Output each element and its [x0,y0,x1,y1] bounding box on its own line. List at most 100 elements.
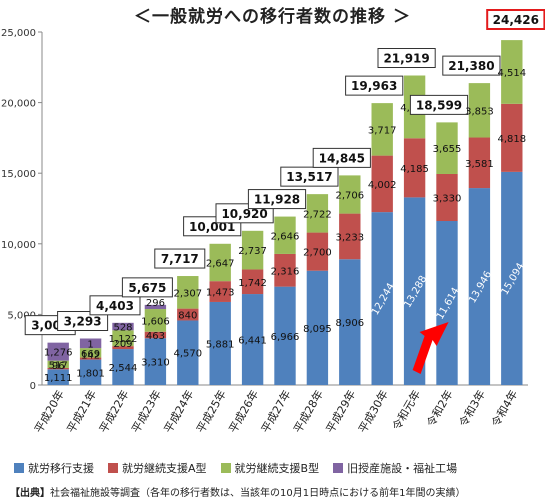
bar-segment-s2 [436,173,458,222]
total-label: 3,293 [64,315,102,329]
bar-segment-s1 [79,359,102,385]
data-label: 528 [113,323,132,334]
legend-swatch-red [108,463,118,473]
total-box [89,295,141,316]
total-box [486,9,545,30]
legend-item-type-a: 就労継続支援A型 [108,460,207,476]
bar-segment-s3 [209,243,231,282]
x-tick-label: 平成23年 [128,388,164,436]
bar-segment-s2 [144,331,167,339]
total-box [280,166,339,187]
bar-segment-s3 [112,330,134,347]
data-label: 669 [81,349,100,360]
bar-segment-s2 [501,103,523,172]
data-label: 2,706 [335,190,364,201]
total-box [312,147,371,168]
bar-segment-s2 [241,269,264,295]
legend-item-transition-support: 就労移行支援 [14,460,94,476]
bar-segment-s3 [47,360,69,368]
data-label: 296 [146,298,165,309]
bar-segment-s2 [47,367,69,370]
red-arrow-icon [412,322,449,374]
source-note: 【出典】社会福祉施設等調査（各年の移行者数は、当該年の10月1日時点における前年… [10,484,465,499]
bar-segment-s1 [306,270,329,385]
legend-swatch-green [220,463,231,473]
data-label: 463 [146,331,165,342]
y-tick-label: 5,000 [7,310,36,321]
data-label: 5,881 [206,339,235,350]
bar-segment-s2 [306,232,329,271]
y-tick-label: 10,000 [1,240,36,251]
legend-label: 就労継続支援B型 [234,462,320,475]
bar-segment-s3 [339,175,361,214]
bar-segment-s1 [371,212,393,385]
total-label: 10,920 [221,207,267,221]
bar-segment-s3 [501,40,523,104]
y-tick-label: 25,000 [1,28,36,39]
total-label: 19,963 [351,79,397,93]
bar-segment-s1 [209,301,231,385]
bar-segment-s3 [177,276,199,309]
bar-segment-s2 [112,346,134,350]
data-label: 3,853 [465,106,494,117]
bar-segment-s4 [47,342,69,361]
data-label: 4,514 [497,68,526,79]
y-tick-label: 15,000 [1,169,36,180]
data-label: 4,185 [400,164,429,175]
x-tick-label: 平成22年 [96,388,132,436]
bar-segment-s2 [209,281,231,302]
legend-label: 旧授産施設・福祉工場 [347,462,458,475]
bar-segment-s1 [501,171,523,385]
data-label: 1,473 [206,288,235,299]
total-box [345,75,404,96]
bar-segment-s3 [144,309,167,332]
data-label: 3,581 [465,159,494,170]
x-tick-label: 令和2年 [423,388,455,430]
data-label: 2,646 [271,231,300,242]
x-tick-label: 令和4年 [488,388,520,430]
bar-segment-s1 [468,188,491,385]
legend-swatch-purple [333,463,344,473]
bar-segment-s1 [112,349,134,385]
x-tick-label: 平成27年 [258,388,294,436]
bar-segment-s3 [371,103,393,156]
bar-segment-s1 [144,338,167,385]
data-label: 3,310 [141,358,170,369]
data-label: 4,002 [368,180,397,191]
bar-segment-s2 [339,213,361,260]
total-label: 18,599 [416,98,462,112]
bar-segment-s1 [47,369,69,385]
total-label: 13,517 [286,170,332,184]
total-label: 7,717 [161,252,199,266]
bar-segment-s3 [306,194,329,233]
total-label: 21,919 [383,52,429,66]
bar-segment-s1 [339,259,361,385]
data-label: 1 [87,339,93,350]
bar-segment-s1 [436,221,458,385]
legend: 就労移行支援 就労継続支援A型 就労継続支援B型 旧授産施設・福祉工場 [14,460,457,476]
x-tick-label: 平成30年 [355,388,391,436]
x-tick-label: 平成20年 [31,388,67,436]
bar-segment-s2 [468,137,491,189]
data-label: 2,647 [206,258,235,269]
data-label: 3,330 [433,194,462,205]
y-tick-label: 20,000 [1,99,36,110]
bar-segment-s2 [274,253,296,287]
bar-segment-s1 [177,320,199,385]
data-label: 2,544 [109,363,138,374]
bar-segment-s1 [274,286,296,385]
x-tick-label: 平成24年 [161,388,197,436]
data-label: 96 [52,361,65,372]
total-box [57,311,109,332]
x-tick-label: 平成26年 [226,388,262,436]
bar-segment-s1 [403,197,426,385]
total-label: 21,380 [448,59,494,73]
bar-segment-s3 [468,83,491,138]
total-label: 14,845 [319,151,365,165]
total-label: 11,928 [254,193,300,207]
data-label: 6,441 [238,336,267,347]
bar-segment-s2 [79,357,102,360]
legend-label: 就労移行支援 [28,462,94,475]
bar-segment-s4 [112,322,134,331]
data-label: 2,316 [271,266,300,277]
